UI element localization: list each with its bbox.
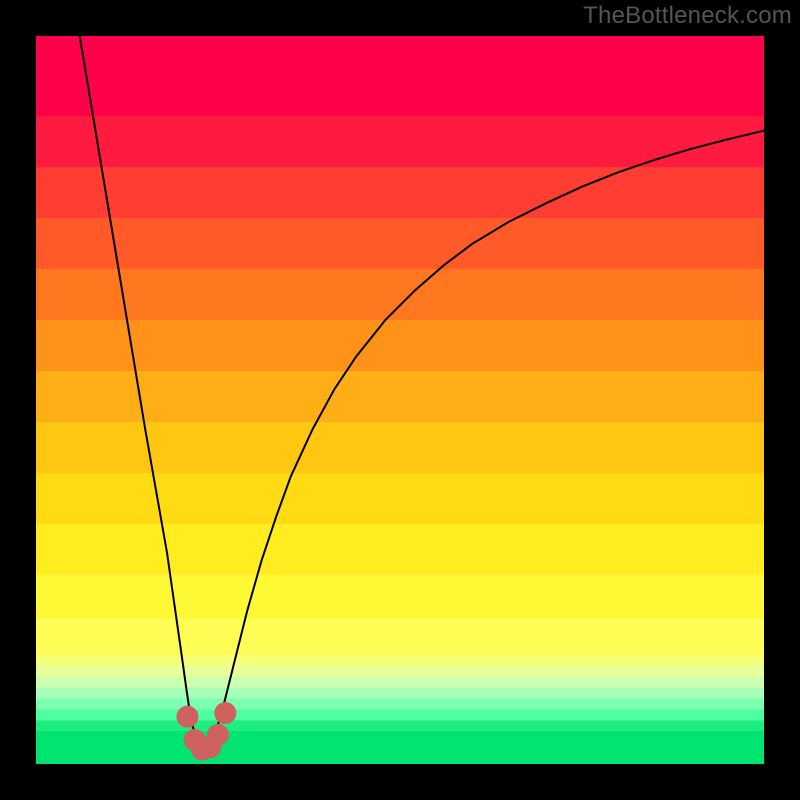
curve-marker xyxy=(207,724,229,746)
plot-area xyxy=(36,36,764,764)
watermark-text: TheBottleneck.com xyxy=(583,2,792,30)
chart-container: TheBottleneck.com xyxy=(0,0,800,800)
plot-background xyxy=(36,36,764,764)
curve-marker xyxy=(176,706,198,728)
curve-marker xyxy=(214,702,236,724)
plot-svg xyxy=(36,36,764,764)
